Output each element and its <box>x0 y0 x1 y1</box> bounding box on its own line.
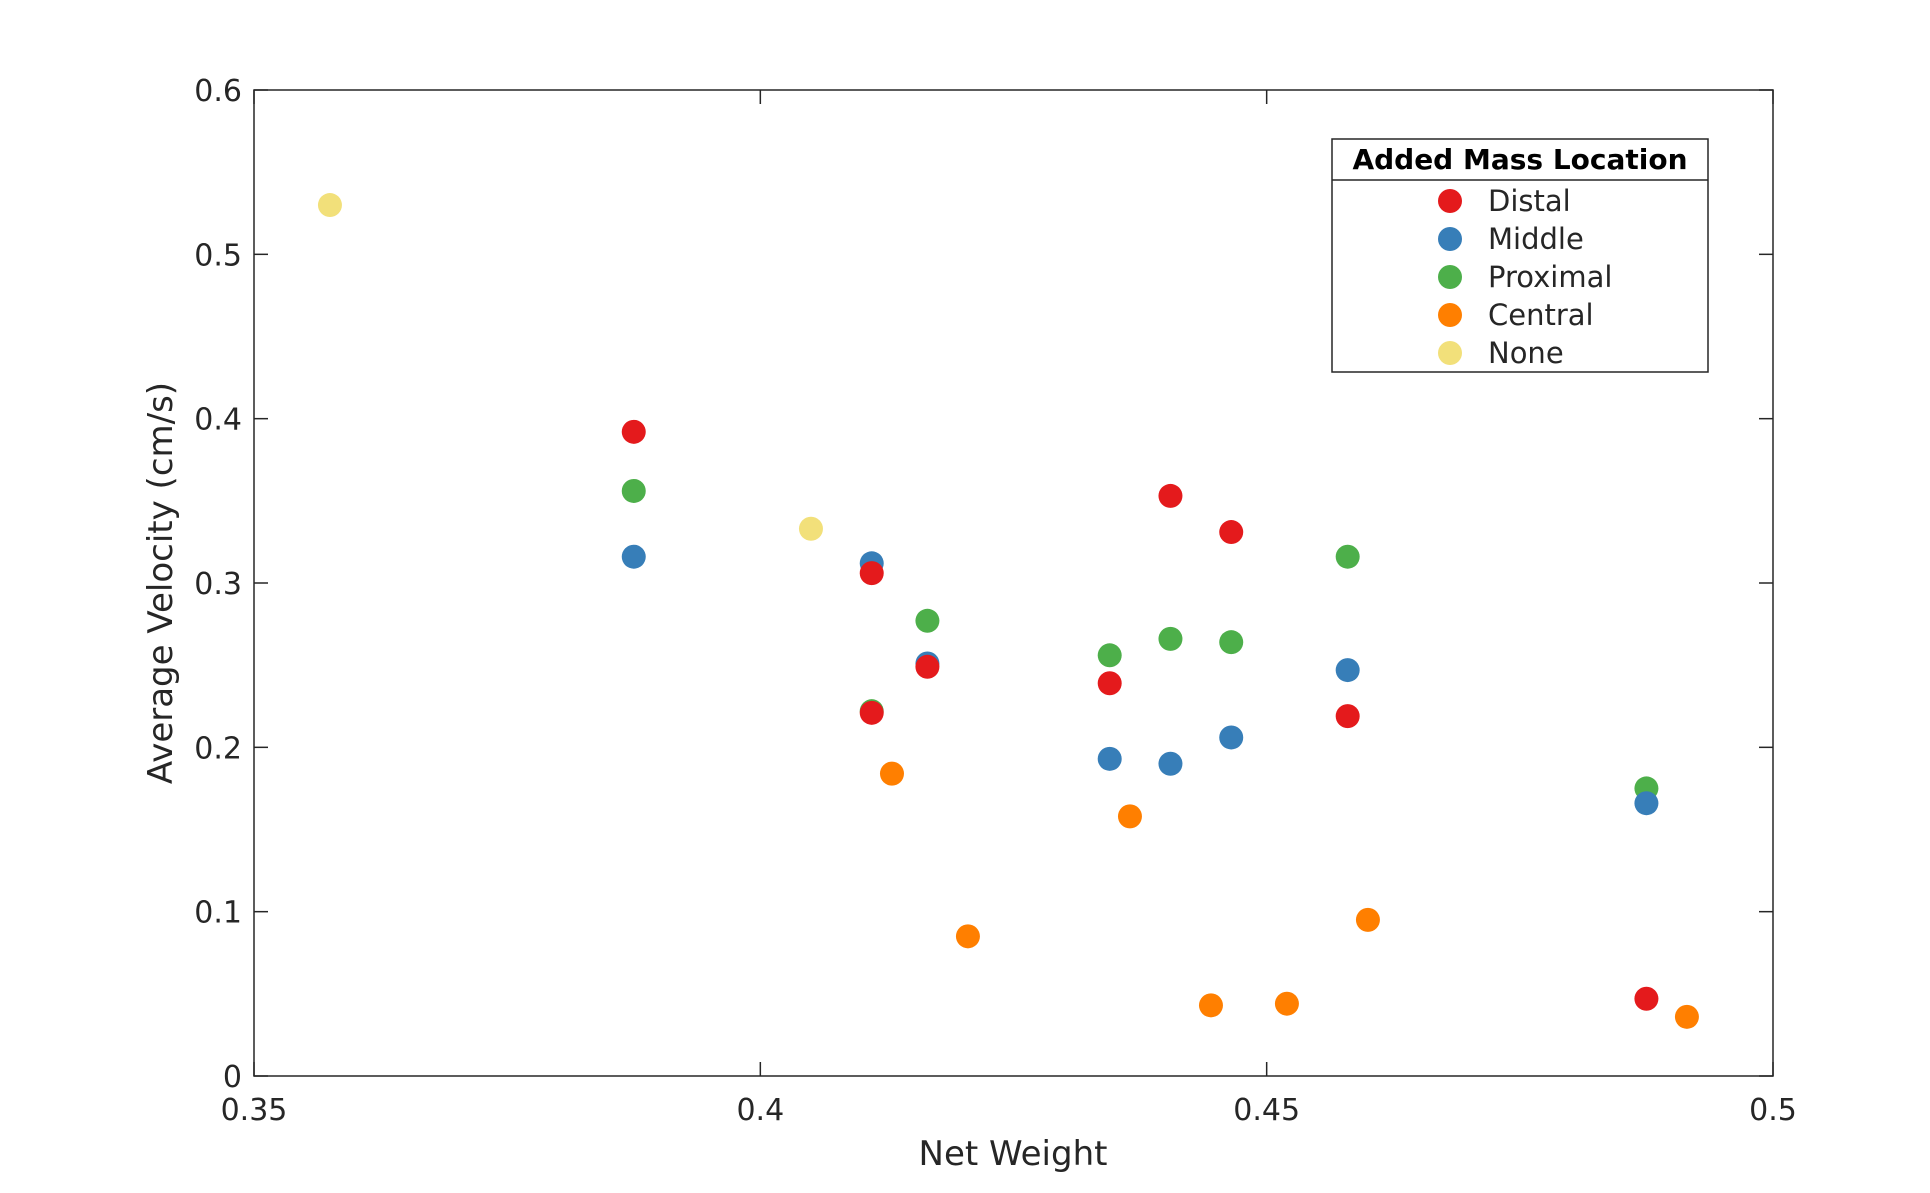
tick-labels: 0.35 0.4 0.45 0.5 0 0.1 0.2 0.3 0.4 0.5 0.6 <box>194 74 1797 1128</box>
point-central <box>1355 907 1380 932</box>
y-tick-label: 0.5 <box>194 238 242 273</box>
point-distal <box>1097 671 1122 696</box>
y-tick-label: 0.1 <box>194 896 242 931</box>
y-axis-label: Average Velocity (cm/s) <box>141 382 181 784</box>
point-central <box>1674 1004 1699 1029</box>
point-distal <box>1158 483 1183 508</box>
y-tick-label: 0.2 <box>194 731 242 766</box>
legend-marker-none <box>1438 341 1462 365</box>
point-distal <box>1634 986 1659 1011</box>
point-central <box>1274 991 1299 1016</box>
legend: Added Mass Location Distal Middle Proximal… <box>1331 138 1709 373</box>
point-proximal <box>621 478 646 503</box>
legend-items: Distal Middle Proximal Central None <box>1438 184 1612 370</box>
axis-ticks <box>253 89 1774 1077</box>
x-tick-label: 0.4 <box>736 1093 784 1128</box>
point-central <box>1198 993 1223 1018</box>
point-none <box>798 516 823 541</box>
legend-label-middle: Middle <box>1488 222 1584 256</box>
point-proximal <box>915 608 940 633</box>
y-tick-label: 0.3 <box>194 567 242 602</box>
x-tick-label: 0.45 <box>1233 1093 1300 1128</box>
point-distal <box>915 654 940 679</box>
point-middle <box>1097 746 1122 771</box>
legend-label-central: Central <box>1488 298 1594 332</box>
y-tick-label: 0.4 <box>194 403 242 438</box>
point-middle <box>621 544 646 569</box>
legend-title: Added Mass Location <box>1352 143 1687 176</box>
point-central <box>1117 804 1142 829</box>
point-middle <box>1335 658 1360 683</box>
point-distal <box>859 561 884 586</box>
point-central <box>955 924 980 949</box>
point-proximal <box>1219 630 1244 655</box>
legend-label-proximal: Proximal <box>1488 260 1612 294</box>
y-tick-label: 0.6 <box>194 74 242 109</box>
legend-marker-middle <box>1438 227 1462 251</box>
legend-box <box>1331 138 1709 373</box>
point-middle <box>1158 751 1183 776</box>
point-proximal <box>1097 643 1122 668</box>
point-distal <box>1219 520 1244 545</box>
legend-marker-central <box>1438 303 1462 327</box>
point-middle <box>1219 725 1244 750</box>
point-none <box>317 193 342 218</box>
point-proximal <box>1335 544 1360 569</box>
x-axis-label: Net Weight <box>919 1134 1108 1174</box>
point-distal <box>1335 704 1360 729</box>
legend-marker-distal <box>1438 189 1462 213</box>
y-tick-label: 0 <box>223 1060 242 1095</box>
point-distal <box>621 419 646 444</box>
point-distal <box>859 700 884 725</box>
point-central <box>879 761 904 786</box>
legend-marker-proximal <box>1438 265 1462 289</box>
x-tick-label: 0.5 <box>1749 1093 1797 1128</box>
data-points <box>317 193 1699 1029</box>
point-middle <box>1634 791 1659 816</box>
x-tick-label: 0.35 <box>221 1093 288 1128</box>
legend-label-none: None <box>1488 336 1564 370</box>
point-proximal <box>1158 626 1183 651</box>
legend-label-distal: Distal <box>1488 184 1571 218</box>
